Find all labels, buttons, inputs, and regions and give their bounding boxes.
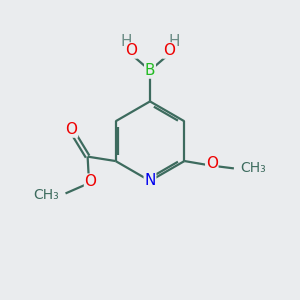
Text: O: O (163, 43, 175, 58)
Text: O: O (206, 157, 218, 172)
Text: O: O (85, 174, 97, 189)
Text: H: H (168, 34, 180, 49)
Text: H: H (120, 34, 132, 49)
Text: B: B (145, 63, 155, 78)
Text: CH₃: CH₃ (240, 161, 266, 176)
Text: CH₃: CH₃ (33, 188, 59, 202)
Text: N: N (144, 173, 156, 188)
Text: O: O (65, 122, 77, 137)
Text: O: O (125, 43, 137, 58)
